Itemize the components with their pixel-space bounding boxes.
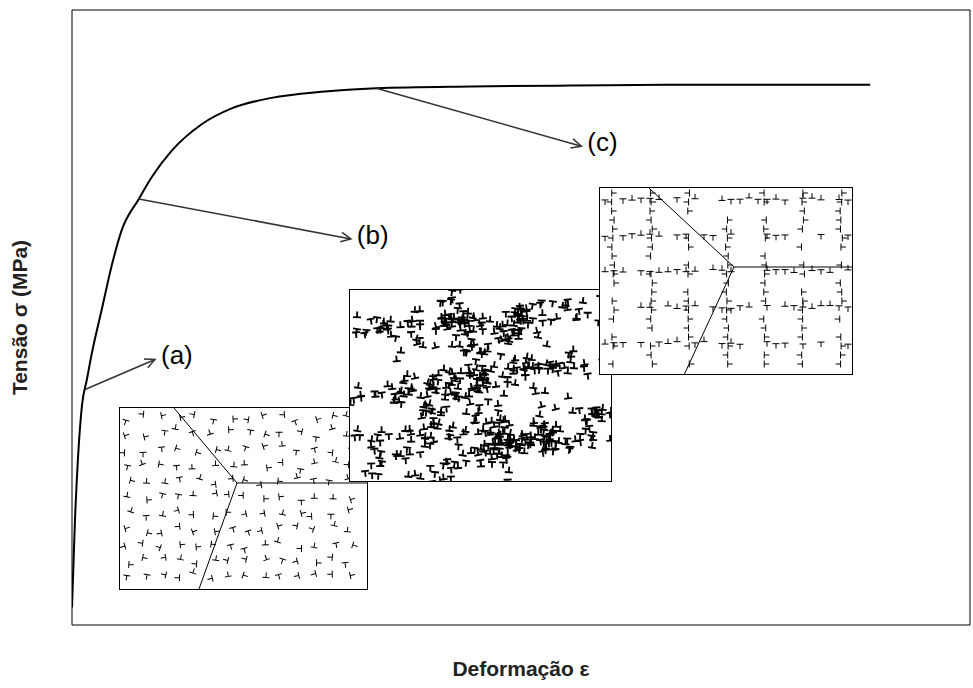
svg-text:(c): (c) <box>587 127 617 157</box>
svg-text:Tensão σ (MPa): Tensão σ (MPa) <box>8 240 31 395</box>
svg-text:Deformação ε: Deformação ε <box>452 657 589 680</box>
svg-text:(b): (b) <box>357 220 389 250</box>
svg-text:(a): (a) <box>161 340 193 370</box>
